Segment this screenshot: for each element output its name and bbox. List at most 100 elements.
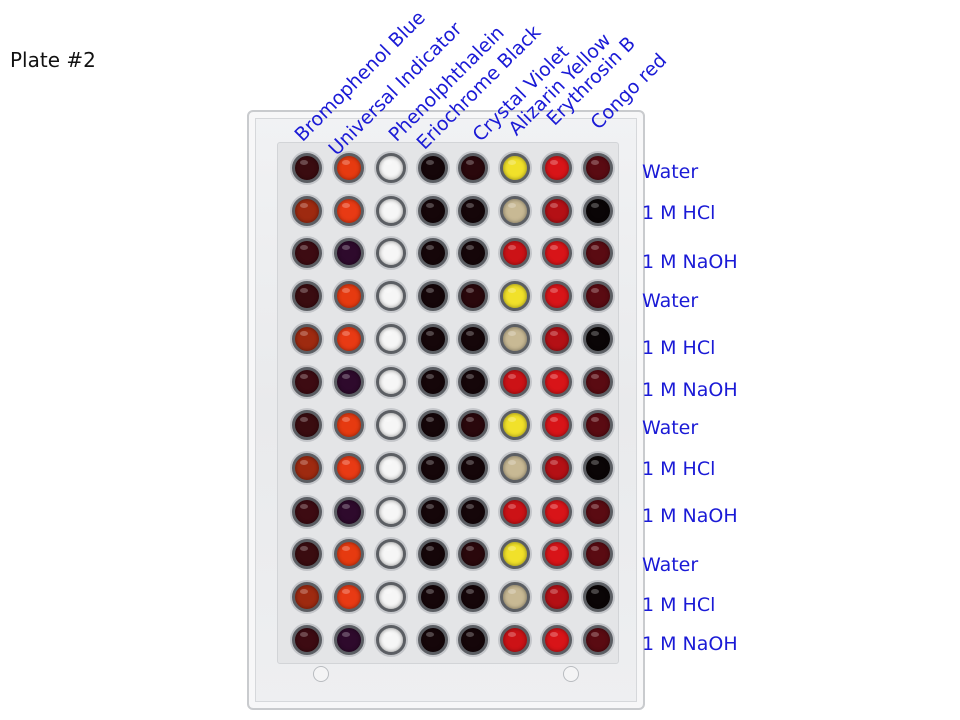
row-label: 1 M NaOH (642, 379, 738, 401)
well (376, 281, 406, 311)
well (292, 281, 322, 311)
well (292, 153, 322, 183)
well (500, 196, 530, 226)
well (542, 196, 572, 226)
well (458, 497, 488, 527)
well (500, 497, 530, 527)
row-label: Water (642, 161, 699, 183)
well (583, 367, 613, 397)
well (542, 367, 572, 397)
well (458, 196, 488, 226)
well (292, 453, 322, 483)
well (458, 281, 488, 311)
well (542, 539, 572, 569)
well (334, 410, 364, 440)
well (458, 582, 488, 612)
well (292, 625, 322, 655)
well (458, 153, 488, 183)
well (376, 238, 406, 268)
well (458, 453, 488, 483)
well (418, 410, 448, 440)
well (376, 453, 406, 483)
well (583, 497, 613, 527)
well (334, 497, 364, 527)
well (583, 539, 613, 569)
well (376, 539, 406, 569)
well (418, 497, 448, 527)
well (292, 582, 322, 612)
well (292, 367, 322, 397)
well (458, 367, 488, 397)
well (292, 324, 322, 354)
well (418, 539, 448, 569)
well (418, 196, 448, 226)
well (418, 367, 448, 397)
well (418, 324, 448, 354)
well (583, 582, 613, 612)
well (334, 625, 364, 655)
row-label: Water (642, 290, 699, 312)
well (418, 582, 448, 612)
row-label: Water (642, 417, 699, 439)
plate-title: Plate #2 (10, 48, 96, 72)
well (292, 410, 322, 440)
well (334, 281, 364, 311)
well (542, 324, 572, 354)
well (376, 410, 406, 440)
plate-notch-left (313, 666, 329, 682)
well (583, 453, 613, 483)
plate-well-area (277, 142, 619, 664)
well (500, 324, 530, 354)
row-label: 1 M HCl (642, 202, 716, 224)
well (583, 625, 613, 655)
well (583, 196, 613, 226)
well (334, 196, 364, 226)
well (542, 582, 572, 612)
well (458, 539, 488, 569)
well (500, 238, 530, 268)
well (458, 238, 488, 268)
well (334, 367, 364, 397)
well (583, 324, 613, 354)
well (500, 582, 530, 612)
well (542, 453, 572, 483)
well (334, 453, 364, 483)
well (500, 625, 530, 655)
well (500, 281, 530, 311)
well (376, 367, 406, 397)
well (376, 625, 406, 655)
well (292, 539, 322, 569)
well (418, 238, 448, 268)
row-label: 1 M NaOH (642, 633, 738, 655)
well (583, 281, 613, 311)
well (292, 196, 322, 226)
well (542, 497, 572, 527)
well (418, 281, 448, 311)
row-label: 1 M NaOH (642, 251, 738, 273)
row-label: 1 M HCl (642, 337, 716, 359)
well (542, 410, 572, 440)
well (376, 196, 406, 226)
well (376, 153, 406, 183)
row-label: 1 M HCl (642, 594, 716, 616)
well (542, 238, 572, 268)
well (500, 410, 530, 440)
well (334, 324, 364, 354)
well (583, 153, 613, 183)
well (292, 497, 322, 527)
well (542, 625, 572, 655)
row-label: 1 M NaOH (642, 505, 738, 527)
well (334, 238, 364, 268)
row-label: 1 M HCl (642, 458, 716, 480)
well (458, 324, 488, 354)
well (542, 153, 572, 183)
well (418, 153, 448, 183)
well (542, 281, 572, 311)
well (334, 582, 364, 612)
well (458, 625, 488, 655)
well (376, 582, 406, 612)
well (376, 324, 406, 354)
well (500, 367, 530, 397)
well (376, 497, 406, 527)
well (292, 238, 322, 268)
